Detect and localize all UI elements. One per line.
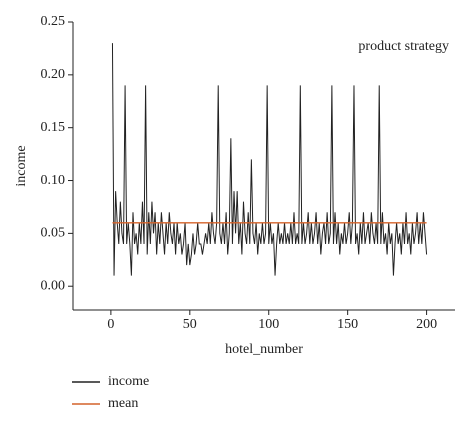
y-tick-label: 0.05 [41, 226, 66, 241]
x-tick-label: 150 [337, 317, 358, 332]
line-series [111, 43, 428, 276]
x-axis-label: hotel_number [225, 342, 303, 357]
y-tick-label: 0.10 [41, 173, 66, 188]
y-tick-label: 0.00 [41, 278, 66, 293]
y-tick-label: 0.20 [41, 67, 66, 82]
annotation: product strategy [358, 39, 449, 54]
y-tick-label: 0.15 [41, 120, 66, 135]
legend-label: mean [108, 396, 138, 411]
y-tick-label: 0.25 [41, 14, 66, 29]
x-tick-label: 200 [416, 317, 437, 332]
y-axis-label: income [14, 145, 29, 186]
x-tick-label: 0 [107, 317, 114, 332]
legend-label: income [108, 374, 149, 389]
x-tick-label: 50 [183, 317, 197, 332]
x-tick-label: 100 [258, 317, 279, 332]
